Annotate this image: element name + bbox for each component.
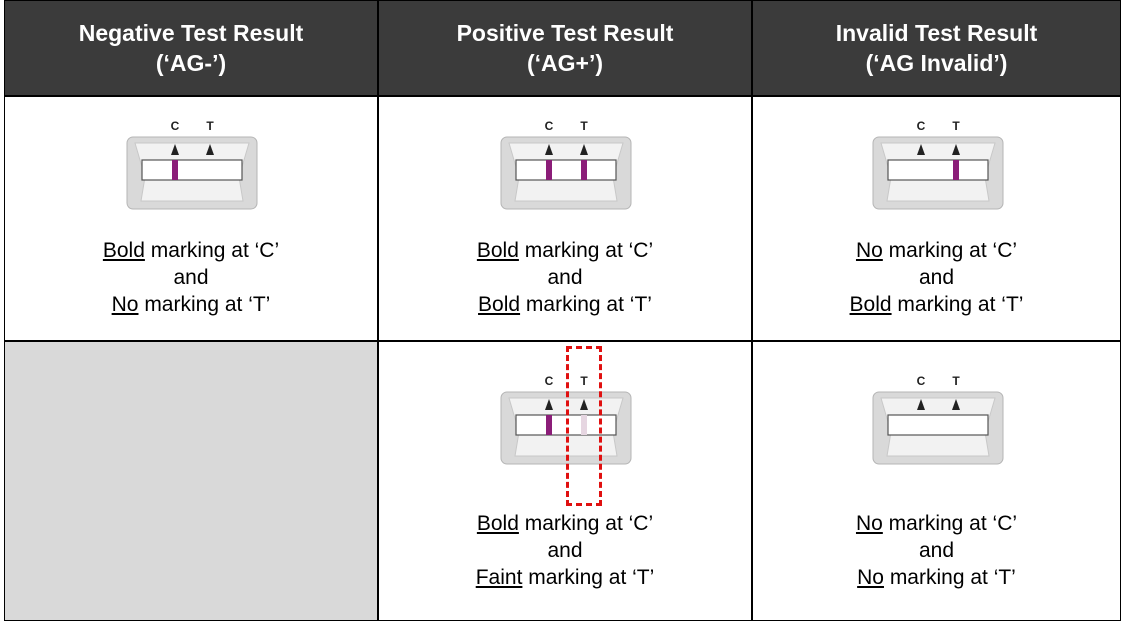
cell-line: Bold marking at ‘C’ bbox=[5, 239, 377, 263]
test-line bbox=[172, 160, 178, 180]
cell-line: Bold marking at ‘T’ bbox=[753, 293, 1120, 317]
text: and bbox=[918, 266, 955, 289]
table-cell: C T No marking at ‘C’ and No marking at ‘T’ bbox=[752, 341, 1121, 621]
emphasis: Bold bbox=[849, 293, 892, 316]
cell-line: No marking at ‘C’ bbox=[753, 239, 1120, 263]
cassette-arrow bbox=[916, 144, 925, 155]
cassette-arrow bbox=[545, 144, 553, 155]
cell-line: Bold marking at ‘C’ bbox=[379, 239, 751, 263]
emphasis: No bbox=[855, 239, 883, 262]
emphasis: Bold bbox=[102, 239, 145, 262]
test-line bbox=[546, 415, 552, 435]
cassette-label: T bbox=[952, 374, 960, 388]
cassette-label: T bbox=[952, 119, 960, 133]
cassette-label: C bbox=[545, 119, 554, 133]
cassette-window bbox=[141, 159, 243, 181]
cassette-label: C bbox=[545, 374, 554, 388]
cassette-window bbox=[515, 159, 617, 181]
header-cell: Invalid Test Result (‘AG Invalid’) bbox=[752, 0, 1121, 96]
text: marking at ‘T’ bbox=[138, 293, 271, 316]
emphasis: Bold bbox=[476, 512, 519, 535]
header-line: (‘AG-’) bbox=[155, 50, 227, 76]
cell-line: No marking at ‘T’ bbox=[753, 566, 1120, 590]
test-line bbox=[952, 160, 959, 180]
cassette-arrow bbox=[171, 144, 179, 155]
emphasis: No bbox=[855, 512, 883, 535]
table-cell bbox=[4, 341, 378, 621]
cassette-arrow bbox=[580, 144, 588, 155]
text: and bbox=[918, 539, 955, 562]
cassette-label: T bbox=[206, 119, 214, 133]
cell-line: and bbox=[5, 266, 377, 290]
header-line: (‘AG Invalid’) bbox=[865, 50, 1008, 76]
cell-line: and bbox=[753, 539, 1120, 563]
test-line bbox=[581, 160, 587, 180]
text: and bbox=[547, 266, 583, 289]
cell-line: Bold marking at ‘C’ bbox=[379, 512, 751, 536]
cassette-label: T bbox=[580, 374, 588, 388]
cassette-label: C bbox=[916, 119, 925, 133]
cell-line: and bbox=[379, 539, 751, 563]
cell-line: Bold marking at ‘T’ bbox=[379, 293, 751, 317]
cassette-arrow bbox=[545, 399, 553, 410]
test-line bbox=[581, 415, 587, 435]
header-cell: Negative Test Result (‘AG-’) bbox=[4, 0, 378, 96]
table-cell: C T No marking at ‘C’ and Bold marking at ‘T… bbox=[752, 96, 1121, 341]
cassette-arrow bbox=[580, 399, 588, 410]
text: marking at ‘T’ bbox=[522, 566, 655, 589]
table-cell: C T Bold marking at ‘C’ and No marking at ‘T… bbox=[4, 96, 378, 341]
highlight-box bbox=[566, 346, 602, 506]
header-line: Invalid Test Result bbox=[835, 20, 1038, 46]
cassette-arrow bbox=[206, 144, 214, 155]
text: marking at ‘C’ bbox=[518, 239, 654, 262]
text: marking at ‘C’ bbox=[882, 512, 1018, 535]
text: marking at ‘C’ bbox=[882, 239, 1018, 262]
cassette-label: C bbox=[171, 119, 180, 133]
cassette-label: T bbox=[580, 119, 588, 133]
header-line: (‘AG+’) bbox=[526, 50, 604, 76]
cassette-window bbox=[886, 414, 989, 436]
cassette-label: C bbox=[916, 374, 925, 388]
table-cell: C T Bold marking at ‘C’ and Bold marking at … bbox=[378, 96, 752, 341]
cell-line: No marking at ‘C’ bbox=[753, 512, 1120, 536]
header-line: Positive Test Result bbox=[456, 20, 674, 46]
table-cell: C T Bold marking at ‘C’ and Faint marking at… bbox=[378, 341, 752, 621]
text: marking at ‘C’ bbox=[518, 512, 654, 535]
text: and bbox=[173, 266, 209, 289]
cell-line: and bbox=[753, 266, 1120, 290]
text: marking at ‘T’ bbox=[520, 293, 652, 316]
text: marking at ‘T’ bbox=[883, 566, 1016, 589]
text: marking at ‘T’ bbox=[891, 293, 1024, 316]
cassette-arrow bbox=[951, 144, 960, 155]
emphasis: No bbox=[857, 566, 884, 589]
emphasis: Faint bbox=[475, 566, 523, 589]
cell-line: No marking at ‘T’ bbox=[5, 293, 377, 317]
cassette-window bbox=[886, 159, 989, 181]
test-line bbox=[546, 160, 552, 180]
emphasis: No bbox=[111, 293, 139, 316]
text: marking at ‘C’ bbox=[144, 239, 280, 262]
text: and bbox=[547, 539, 583, 562]
cell-line: Faint marking at ‘T’ bbox=[379, 566, 751, 590]
cassette-arrow bbox=[951, 399, 960, 410]
header-line: Negative Test Result bbox=[78, 20, 304, 46]
header-cell: Positive Test Result (‘AG+’) bbox=[378, 0, 752, 96]
cassette-arrow bbox=[916, 399, 925, 410]
emphasis: Bold bbox=[478, 293, 521, 316]
emphasis: Bold bbox=[476, 239, 519, 262]
cell-line: and bbox=[379, 266, 751, 290]
